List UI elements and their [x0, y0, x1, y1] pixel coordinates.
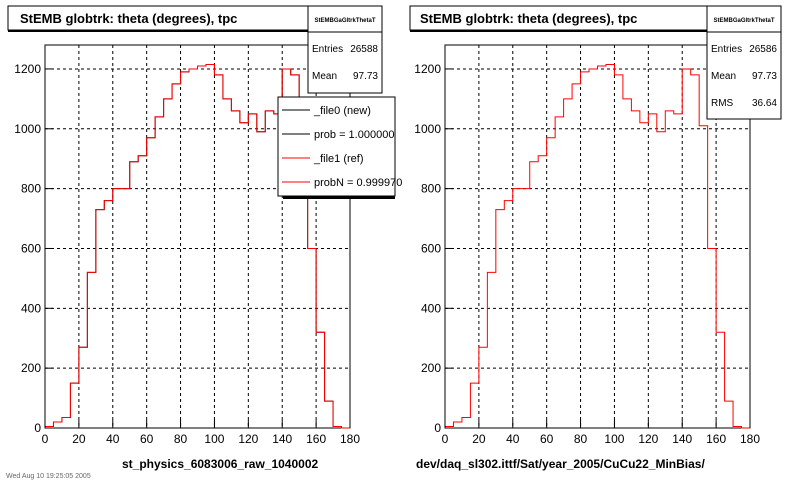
- x-tick-label: 180: [340, 432, 360, 446]
- stats-rms-label-right: RMS: [711, 98, 734, 109]
- x-tick-label: 0: [42, 432, 49, 446]
- chart-title-left: StEMB globtrk: theta (degrees), tpc: [20, 11, 237, 26]
- y-tick-label: 400: [421, 301, 441, 315]
- y-tick-label: 1000: [14, 122, 41, 136]
- title-box-shadow-right: [410, 30, 708, 32]
- histogram-panel-right: 0 20 40 60 80 100 120 140 160 180 0 200 400 600 800 100…: [409, 5, 782, 471]
- y-tick-label: 0: [34, 421, 41, 435]
- legend-left: _file0 (new) prob = 1.000000 _file1 (ref…: [277, 96, 402, 199]
- x-tick-label: 160: [306, 432, 326, 446]
- legend-label-probn: probN = 0.999970: [314, 177, 402, 189]
- stats-mean-value-left: 97.73: [353, 71, 378, 82]
- x-tick-label: 140: [672, 432, 692, 446]
- stats-box-right: StEMBGaGltrkThetaT Entries 26586 Mean 97…: [706, 5, 782, 120]
- x-tick-label: 180: [740, 432, 760, 446]
- title-box-left: [7, 5, 309, 31]
- y-tick-label: 200: [21, 361, 41, 375]
- x-tick-label: 40: [506, 432, 520, 446]
- x-tick-label: 20: [472, 432, 486, 446]
- axes-right: 0 20 40 60 80 100 120 140 160 180 0 200 400 600 800 100…: [414, 62, 760, 446]
- legend-label-ref: _file1 (ref): [313, 153, 364, 165]
- stats-mean-value-right: 97.73: [752, 71, 777, 82]
- x-axis-label-left: st_physics_6083006_raw_1040002: [122, 457, 318, 471]
- legend-label-prob: prob = 1.000000: [314, 129, 394, 141]
- stats-entries-value-left: 26588: [350, 44, 378, 55]
- x-tick-label: 100: [604, 432, 624, 446]
- histogram-panel-left: 0 20 40 60 80 100 120 140 160 180 0 200 400 600 800 100…: [6, 5, 402, 480]
- x-tick-label: 80: [174, 432, 188, 446]
- stats-name-right: StEMBGaGltrkThetaT: [713, 18, 774, 24]
- y-tick-label: 1200: [414, 62, 441, 76]
- x-tick-label: 100: [204, 432, 224, 446]
- axes-left: 0 20 40 60 80 100 120 140 160 180 0 200 400 600 800 100…: [14, 62, 360, 446]
- y-tick-label: 800: [21, 182, 41, 196]
- stats-box-left: StEMBGaGltrkThetaT Entries 26588 Mean 97…: [307, 5, 383, 94]
- legend-label-new: _file0 (new): [313, 105, 371, 117]
- y-tick-label: 600: [421, 241, 441, 255]
- stats-name-left: StEMBGaGltrkThetaT: [314, 18, 375, 24]
- x-tick-label: 40: [106, 432, 120, 446]
- histogram-series-left-1: [44, 63, 350, 429]
- histogram-lines-right: [444, 63, 750, 429]
- y-tick-label: 0: [434, 421, 441, 435]
- histogram-series-right-0: [444, 63, 750, 429]
- plot-frame-right: [444, 44, 751, 429]
- x-tick-label: 60: [140, 432, 154, 446]
- y-tick-label: 1200: [14, 62, 41, 76]
- chart-title-right: StEMB globtrk: theta (degrees), tpc: [420, 11, 637, 26]
- title-box-shadow-left: [8, 30, 308, 32]
- x-tick-label: 140: [272, 432, 292, 446]
- stats-mean-label-left: Mean: [312, 71, 337, 82]
- x-axis-label-right: dev/daq_sl302.ittf/Sat/year_2005/CuCu22_…: [416, 457, 705, 471]
- x-tick-label: 20: [72, 432, 86, 446]
- x-tick-label: 120: [238, 432, 258, 446]
- y-tick-label: 1000: [414, 122, 441, 136]
- y-tick-label: 200: [421, 361, 441, 375]
- timestamp-footer: Wed Aug 10 19:25:05 2005: [6, 473, 91, 480]
- stats-entries-value-right: 26586: [749, 44, 777, 55]
- x-tick-label: 120: [638, 432, 658, 446]
- x-tick-label: 80: [574, 432, 588, 446]
- histogram-lines-left: [44, 63, 350, 429]
- stats-entries-label-left: Entries: [312, 44, 343, 55]
- x-tick-label: 0: [442, 432, 449, 446]
- x-tick-label: 160: [706, 432, 726, 446]
- stats-entries-label-right: Entries: [711, 44, 742, 55]
- stats-mean-label-right: Mean: [711, 71, 736, 82]
- y-tick-label: 400: [21, 301, 41, 315]
- stats-rms-value-right: 36.64: [752, 98, 777, 109]
- y-tick-label: 600: [21, 241, 41, 255]
- x-tick-label: 60: [540, 432, 554, 446]
- y-tick-label: 800: [421, 182, 441, 196]
